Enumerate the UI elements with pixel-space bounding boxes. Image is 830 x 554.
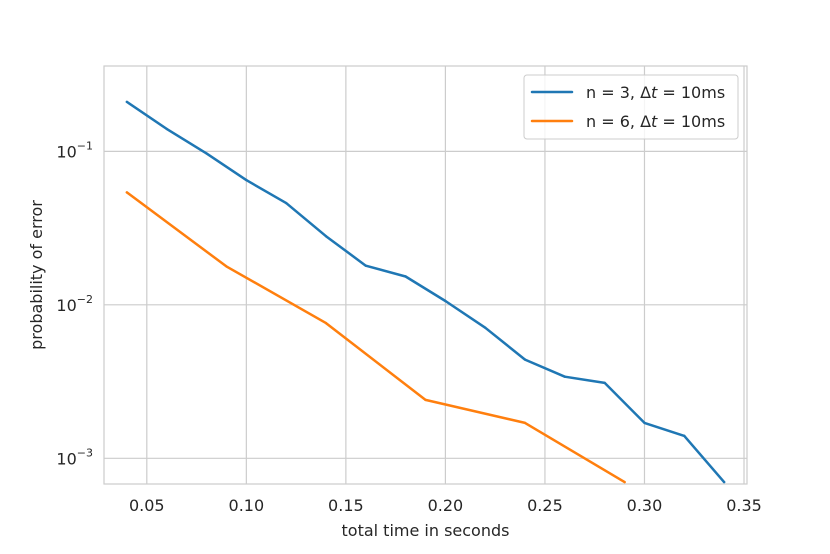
data-point <box>324 235 328 238</box>
y-tick-labels: 10−1 10−2 10−3 <box>56 139 93 468</box>
data-point <box>643 421 646 425</box>
x-tick-label: 0.30 <box>627 496 663 515</box>
series-line-n6 <box>125 191 626 484</box>
data-point <box>364 264 367 267</box>
plot-frame <box>103 65 748 485</box>
y-tick-label: 10−2 <box>56 293 93 315</box>
data-point <box>424 398 427 402</box>
data-point <box>623 480 626 484</box>
series-layer <box>125 100 726 484</box>
x-axis-label: total time in seconds <box>342 521 510 540</box>
data-point <box>683 434 686 438</box>
data-point <box>722 480 726 484</box>
data-point <box>324 321 328 325</box>
x-tick-label: 0.15 <box>328 496 364 515</box>
data-point <box>523 358 527 361</box>
data-point <box>205 152 208 155</box>
legend-box <box>523 74 739 140</box>
data-point <box>523 421 527 425</box>
legend: n = 3, Δt = 10ms n = 6, Δt = 10ms <box>523 74 739 140</box>
y-axis-label: probability of error <box>27 200 46 350</box>
data-point <box>125 191 129 194</box>
data-point <box>225 265 228 268</box>
data-point <box>245 178 248 182</box>
y-tick-label: 10−3 <box>56 446 93 468</box>
x-tick-label: 0.10 <box>229 496 265 515</box>
data-point <box>284 201 288 205</box>
data-point <box>444 299 447 303</box>
y-tick-label: 10−1 <box>56 139 93 161</box>
data-point <box>165 127 168 131</box>
x-tick-label: 0.20 <box>428 496 464 515</box>
legend-label-n6: n = 6, Δt = 10ms <box>586 112 725 131</box>
data-point <box>404 275 407 278</box>
x-tick-label: 0.35 <box>726 496 762 515</box>
series-line-n3 <box>125 100 726 484</box>
legend-label-n3: n = 3, Δt = 10ms <box>586 83 725 102</box>
x-tick-label: 0.25 <box>527 496 563 515</box>
x-tick-labels: 0.05 0.10 0.15 0.20 0.25 0.30 0.35 <box>129 496 762 515</box>
data-point <box>125 100 129 104</box>
x-tick-label: 0.05 <box>129 496 165 515</box>
data-point <box>603 381 606 385</box>
data-point <box>563 375 567 378</box>
data-point <box>484 326 487 329</box>
